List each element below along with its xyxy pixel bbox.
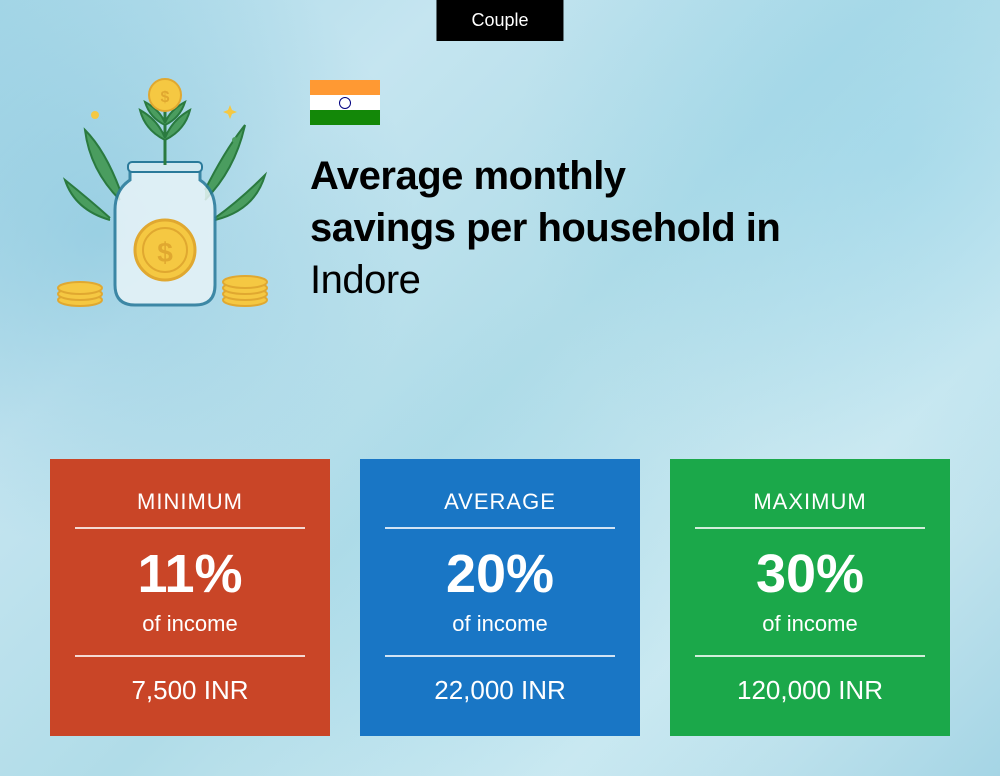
maximum-label: MAXIMUM — [695, 489, 925, 529]
minimum-label: MINIMUM — [75, 489, 305, 529]
maximum-percent: 30% — [695, 547, 925, 601]
maximum-sublabel: of income — [695, 611, 925, 657]
india-flag-icon — [310, 80, 380, 125]
svg-text:$: $ — [161, 89, 170, 106]
average-sublabel: of income — [385, 611, 615, 657]
category-badge: Couple — [436, 0, 563, 41]
average-card: AVERAGE 20% of income 22,000 INR — [360, 459, 640, 736]
minimum-amount: 7,500 INR — [75, 675, 305, 706]
title-line-1: Average monthly — [310, 154, 626, 198]
average-label: AVERAGE — [385, 489, 615, 529]
average-amount: 22,000 INR — [385, 675, 615, 706]
minimum-sublabel: of income — [75, 611, 305, 657]
average-percent: 20% — [385, 547, 615, 601]
maximum-card: MAXIMUM 30% of income 120,000 INR — [670, 459, 950, 736]
minimum-percent: 11% — [75, 547, 305, 601]
stat-cards-container: MINIMUM 11% of income 7,500 INR AVERAGE … — [50, 459, 950, 736]
header-section: $ $ Average monthly savings per househol… — [50, 70, 780, 320]
maximum-amount: 120,000 INR — [695, 675, 925, 706]
minimum-card: MINIMUM 11% of income 7,500 INR — [50, 459, 330, 736]
title-section: Average monthly savings per household in… — [310, 70, 780, 306]
title-line-2: savings per household in — [310, 206, 780, 250]
savings-jar-illustration: $ $ — [50, 70, 280, 320]
page-title: Average monthly savings per household in… — [310, 150, 780, 306]
city-name: Indore — [310, 258, 420, 302]
svg-text:$: $ — [157, 237, 173, 268]
